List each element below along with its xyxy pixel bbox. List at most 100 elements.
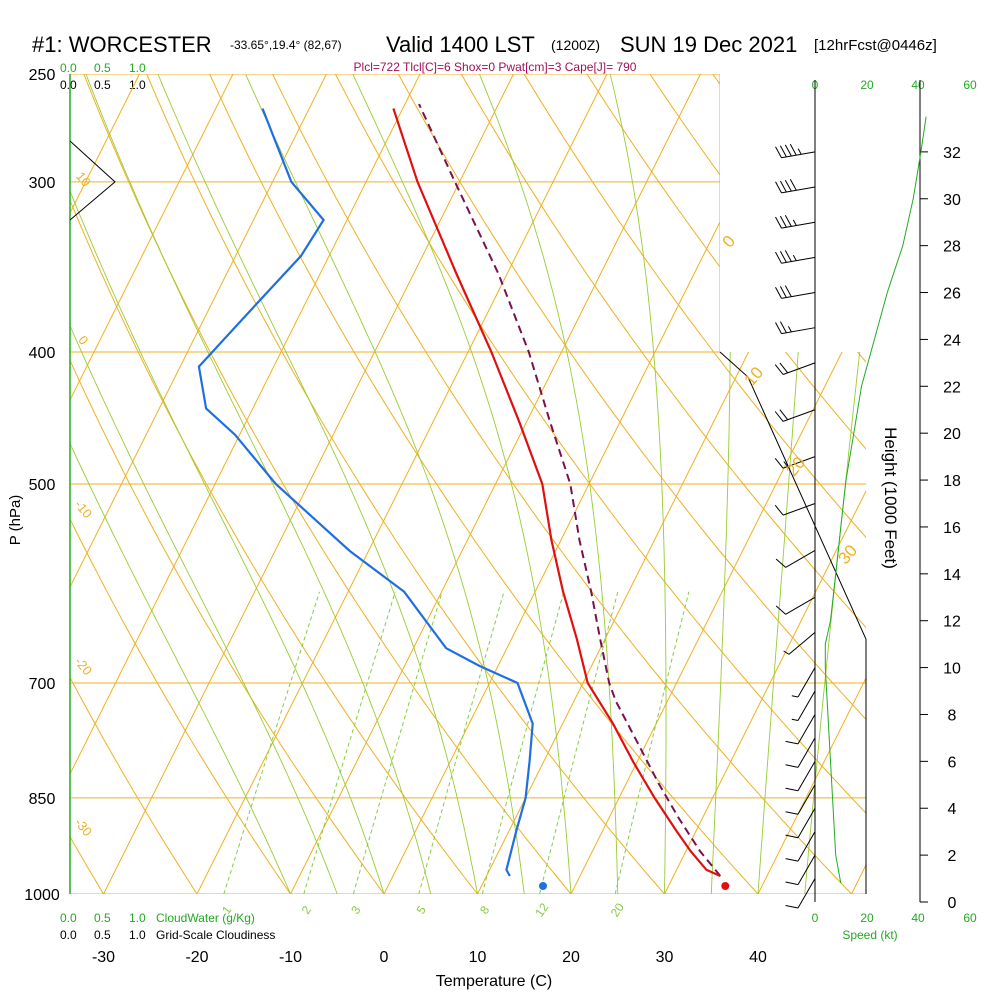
- mixing-ratio-label: 5: [414, 903, 429, 917]
- moist-adiabat: [70, 74, 338, 894]
- wind-barb: [785, 854, 816, 886]
- temperature-tick-label: 40: [749, 949, 767, 966]
- cloud-top-tick: 0.0: [60, 78, 77, 92]
- mixing-ratio-line: [418, 591, 505, 894]
- barb-staff: [797, 807, 816, 838]
- wind-barb: [785, 784, 816, 815]
- barb-flag: [789, 143, 797, 156]
- temperature-tick-label: 10: [469, 949, 487, 966]
- speed-axis-label: Speed (kt): [842, 928, 897, 942]
- cloud-top-tick: 0.5: [94, 61, 111, 75]
- barb-flag: [779, 362, 789, 374]
- temperature-tick-label: -10: [279, 949, 302, 966]
- barb-staff: [797, 714, 816, 745]
- moist-adiabat: [70, 74, 291, 894]
- pressure-tick-label: 400: [29, 345, 56, 362]
- dry-adiabat: [83, 74, 572, 894]
- wind-barb: [775, 143, 816, 159]
- height-tick-label: 0: [948, 895, 957, 912]
- pressure-tick-label: 250: [29, 67, 56, 84]
- mixing-ratio-line: [352, 591, 443, 894]
- barb-staff: [782, 456, 816, 469]
- barb-flag: [775, 146, 782, 159]
- cloud-bottom-tick: 0.0: [60, 911, 77, 925]
- cloud-bottom-tick: 1.0: [129, 911, 146, 925]
- sounding-indices: Plcl=722 Tlcl[C]=6 Shox=0 Pwat[cm]=3 Cap…: [354, 60, 637, 74]
- barb-flag: [775, 322, 782, 334]
- barb-flag: [784, 215, 792, 227]
- utc-time: (1200Z): [551, 37, 600, 53]
- barb-flag: [785, 787, 799, 792]
- barb-flag: [784, 144, 792, 157]
- pressure-tick-label: 1000: [24, 887, 60, 904]
- theta-label-left: -10: [72, 497, 96, 521]
- mixing-ratio-label: 12: [532, 900, 551, 919]
- barb-half-flag: [787, 326, 792, 333]
- barb-staff: [781, 327, 816, 335]
- barb-staff: [797, 831, 816, 862]
- wind-barb: [783, 632, 816, 655]
- barb-staff: [797, 690, 816, 721]
- forecast-tag: [12hrFcst@0446z]: [814, 37, 937, 54]
- isotherm-line: [70, 74, 140, 894]
- barb-staff: [781, 186, 816, 194]
- speed-top-tick: 60: [963, 78, 977, 92]
- barb-flag: [785, 905, 799, 909]
- theta-label-left: -20: [72, 654, 96, 678]
- height-tick-label: 28: [943, 239, 961, 256]
- moist-adiabat: [85, 74, 432, 894]
- speed-scale-bottom: 0 20 40 60 Speed (kt): [812, 911, 977, 942]
- moist-adiabat: [70, 74, 385, 894]
- mixing-ratio-label: 2: [299, 903, 314, 917]
- barb-staff: [781, 256, 816, 264]
- cloudwater-label: CloudWater (g/Kg): [156, 911, 255, 925]
- height-tick-label: 24: [943, 332, 961, 349]
- dry-adiabat-label: 10: [740, 363, 767, 390]
- dry-adiabat: [0, 74, 10, 894]
- wind-barb: [785, 714, 816, 745]
- height-tick-label: 22: [943, 379, 961, 396]
- dry-adiabat: [523, 74, 866, 894]
- wind-barb: [791, 690, 816, 721]
- cloudiness-trace: [69, 140, 116, 221]
- dry-adiabat: [272, 74, 852, 894]
- cloud-scale-bottom: 0.0 0.5 1.0 CloudWater (g/Kg) 0.0 0.5 1.…: [60, 911, 275, 942]
- isotherm-line: [757, 74, 866, 894]
- wind-barb: [775, 321, 816, 335]
- temperature-tick-label: -20: [185, 949, 208, 966]
- height-tick-label: 16: [943, 520, 961, 537]
- isotherm-line: [664, 74, 866, 894]
- height-tick-label: 2: [948, 848, 957, 865]
- barb-half-flag: [783, 650, 790, 655]
- height-tick-label: 30: [943, 192, 961, 209]
- isotherm-line: [103, 74, 514, 894]
- barb-flag: [779, 251, 787, 263]
- height-tick-label: 10: [943, 661, 961, 678]
- barb-flag: [774, 364, 784, 375]
- cloud-top-tick: 1.0: [129, 78, 146, 92]
- theta-label-left: -30: [72, 815, 96, 839]
- speed-top-tick: 20: [860, 78, 874, 92]
- barb-flag: [775, 558, 786, 568]
- moist-adiabat: [245, 74, 525, 894]
- wind-barb: [775, 250, 816, 264]
- cloudiness-label: Grid-Scale Cloudiness: [156, 928, 275, 942]
- cloud-top-tick: 1.0: [129, 61, 146, 75]
- height-axis-label: Height (1000 Feet): [881, 427, 900, 569]
- isotherm-line: [70, 74, 234, 894]
- barb-flag: [785, 764, 799, 768]
- height-tick-label: 20: [943, 426, 961, 443]
- temperature-tick-label: 20: [562, 949, 580, 966]
- mixing-ratio-label: 3: [348, 903, 363, 917]
- barb-flag: [779, 409, 789, 421]
- barb-flag: [785, 881, 799, 886]
- cloud-bottom-tick: 0.0: [60, 928, 77, 942]
- station-title: #1: WORCESTER: [32, 32, 212, 57]
- isotherm-line: [196, 74, 608, 894]
- axis-tick-labels: 1 2 3 5 8 12 200102030100-10-20-30250300400500…: [24, 67, 961, 966]
- temperature-trace: [392, 108, 721, 878]
- barb-half-flag: [797, 148, 802, 155]
- barb-flag: [785, 740, 799, 745]
- barb-flag: [779, 145, 787, 158]
- surface-dewpoint-dot: [539, 882, 547, 890]
